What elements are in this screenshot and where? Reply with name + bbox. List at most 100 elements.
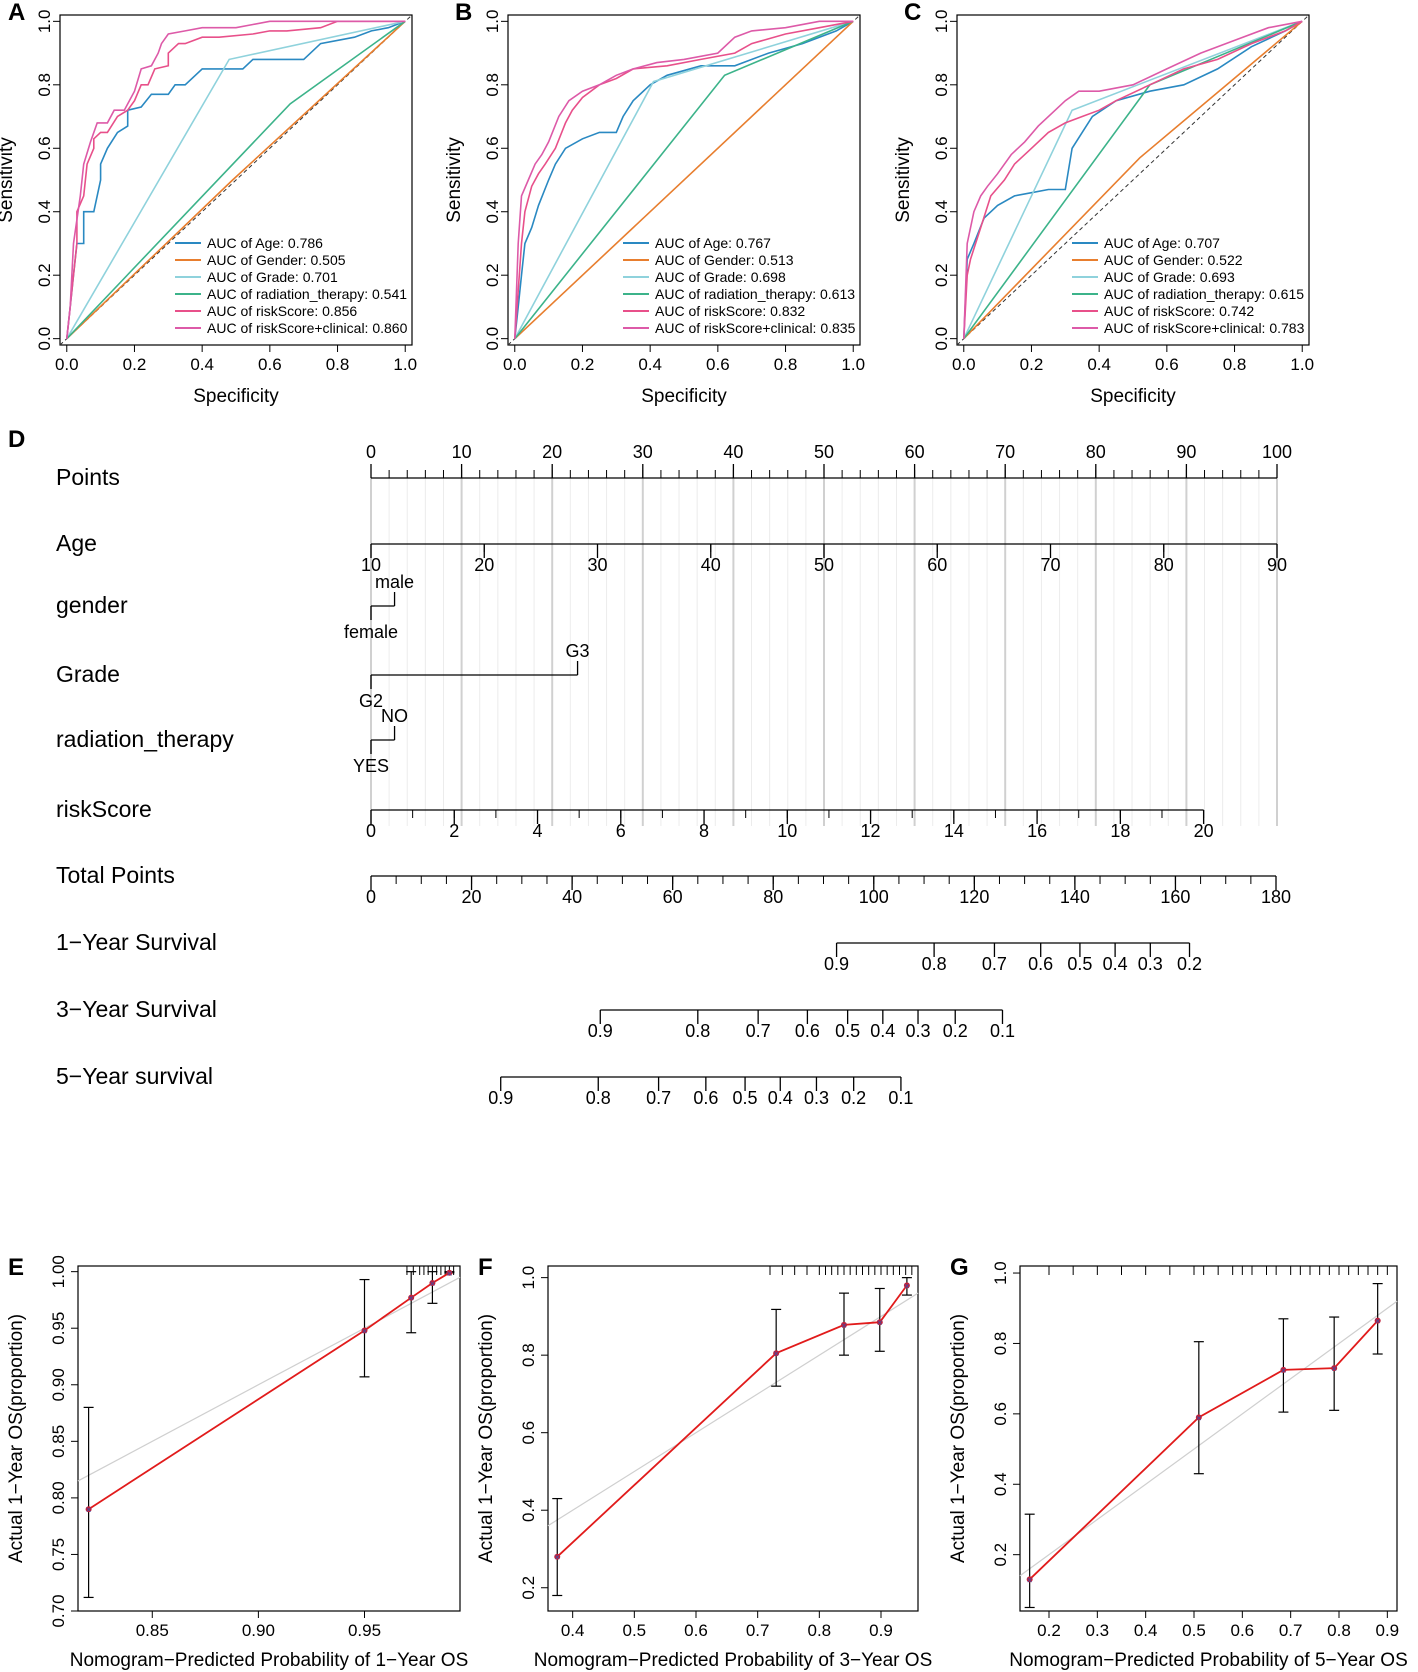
calibration-point-marker: × <box>1331 1364 1337 1375</box>
y-tick-label: 0.8 <box>991 1332 1010 1356</box>
y-tick-label: 0.6 <box>483 136 502 160</box>
panel-label-C: C <box>904 0 921 26</box>
x-tick-label: 0.5 <box>1182 1621 1206 1640</box>
nomogram-category-label: YES <box>353 756 389 776</box>
nomogram-tick-label: 40 <box>562 887 582 907</box>
x-tick-label: 0.4 <box>1087 355 1111 374</box>
y-tick-label: 0.8 <box>519 1343 538 1367</box>
legend-entry: AUC of Grade: 0.693 <box>1104 269 1235 285</box>
y-tick-label: 0.0 <box>932 327 951 351</box>
nomogram-category-label: NO <box>381 706 408 726</box>
nomogram-tick-label: 180 <box>1261 887 1291 907</box>
x-axis-label: Nomogram−Predicted Probability of 3−Year… <box>534 1650 933 1671</box>
reference-line <box>547 1292 919 1527</box>
nomogram-tick-label: 0 <box>366 442 376 462</box>
y-tick-label: 1.0 <box>483 10 502 34</box>
calibration-point <box>85 1506 92 1513</box>
nomogram-row-2: gender male female <box>56 572 414 642</box>
nomogram-tick-label: 0.6 <box>693 1088 718 1108</box>
x-tick-label: 0.7 <box>1279 1621 1303 1640</box>
nomogram-tick-label: 0.2 <box>1177 954 1202 974</box>
nomogram-tick-label: 0.6 <box>795 1021 820 1041</box>
nomogram-tick-label: 12 <box>861 821 881 841</box>
nomogram-tick-label: 0.3 <box>1138 954 1163 974</box>
y-tick-label: 0.2 <box>932 263 951 287</box>
calibration-point <box>876 1319 883 1326</box>
nomogram-row-5: riskScore 0 2 4 6 8 10 12 14 16 18 20 <box>56 796 1214 841</box>
nomogram-tick-label: 40 <box>723 442 743 462</box>
roc-curve-3 <box>66 20 406 340</box>
calibration-point-marker: × <box>362 1326 368 1337</box>
y-tick-label: 0.75 <box>49 1538 68 1571</box>
nomogram-tick-label: 30 <box>633 442 653 462</box>
plot-frame <box>59 14 413 346</box>
x-tick-label: 1.0 <box>841 355 865 374</box>
nomogram-category-label: male <box>375 572 414 592</box>
nomogram-tick-label: 100 <box>1262 442 1292 462</box>
calibration-curve <box>1029 1319 1379 1580</box>
y-tick-label: 0.2 <box>991 1543 1010 1567</box>
y-axis-label: Sensitivity <box>0 137 17 223</box>
calibration-point <box>1026 1576 1033 1583</box>
roc-panel-B: B 0.0 0.2 0.4 0.6 0.8 1.0 0.0 0.2 0.4 0.6 0.8 1.0 Spe… <box>444 0 865 407</box>
roc-panel-C: C 0.0 0.2 0.4 0.6 0.8 1.0 0.0 0.2 0.4 0.6 0.8 1.0 Spe… <box>893 0 1314 407</box>
nomogram-tick-label: 0.3 <box>804 1088 829 1108</box>
roc-curve-0 <box>514 20 854 339</box>
x-tick-label: 0.95 <box>348 1621 381 1640</box>
nomogram-tick-label: 14 <box>944 821 964 841</box>
nomogram-tick-label: 0.6 <box>1028 954 1053 974</box>
calibration-point <box>361 1327 368 1334</box>
x-tick-label: 0.2 <box>123 355 147 374</box>
x-tick-label: 0.8 <box>774 355 798 374</box>
panel-label-A: A <box>8 0 25 26</box>
legend-entry: AUC of Gender: 0.522 <box>1104 252 1243 268</box>
nomogram-row-label: Total Points <box>56 862 175 888</box>
roc-curve-3 <box>514 20 854 340</box>
y-tick-label: 0.85 <box>49 1425 68 1458</box>
nomogram-tick-label: 18 <box>1110 821 1130 841</box>
nomogram-tick-label: 160 <box>1160 887 1190 907</box>
nomogram-tick-label: 60 <box>663 887 683 907</box>
x-tick-label: 0.8 <box>326 355 350 374</box>
legend-entry: AUC of riskScore+clinical: 0.783 <box>1104 320 1305 336</box>
calibration-point <box>1374 1317 1381 1324</box>
nomogram-row-0: Points 0 10 20 30 40 50 60 70 80 90 100 <box>56 442 1292 490</box>
calibration-point-marker: × <box>86 1505 92 1516</box>
legend-entry: AUC of riskScore: 0.832 <box>655 303 805 319</box>
x-tick-label: 0.4 <box>638 355 662 374</box>
calibration-point <box>1331 1365 1338 1372</box>
calibration-curve <box>88 1272 450 1510</box>
roc-curve-2 <box>963 20 1303 340</box>
y-tick-label: 1.0 <box>35 10 54 34</box>
x-tick-label: 0.5 <box>623 1621 647 1640</box>
calibration-point-marker: × <box>841 1321 847 1332</box>
calibration-point <box>841 1321 847 1328</box>
nomogram-tick-label: 100 <box>859 887 889 907</box>
y-tick-label: 0.8 <box>483 73 502 97</box>
roc-curve-2 <box>514 20 854 340</box>
nomogram-tick-label: 10 <box>361 555 381 575</box>
nomogram-tick-label: 4 <box>533 821 543 841</box>
nomogram-tick-label: 10 <box>452 442 472 462</box>
nomogram-row-8: 3−Year Survival 0.9 0.8 0.7 0.6 0.5 0.4 0.3 0.2 0… <box>56 996 1015 1041</box>
y-tick-label: 0.0 <box>35 327 54 351</box>
nomogram-tick-label: 40 <box>701 555 721 575</box>
x-tick-label: 0.2 <box>571 355 595 374</box>
x-tick-label: 0.90 <box>242 1621 275 1640</box>
x-axis-label: Specificity <box>641 386 727 407</box>
nomogram-tick-label: 0.8 <box>922 954 947 974</box>
y-tick-label: 0.6 <box>991 1402 1010 1426</box>
nomogram-tick-label: 0.7 <box>982 954 1007 974</box>
x-tick-label: 0.0 <box>952 355 976 374</box>
nomogram-tick-label: 70 <box>1040 555 1060 575</box>
nomogram-tick-label: 0.5 <box>1067 954 1092 974</box>
nomogram-row-label: gender <box>56 592 128 618</box>
y-axis-label: Sensitivity <box>893 137 914 223</box>
plot-frame <box>956 14 1310 346</box>
nomogram-tick-label: 0.1 <box>990 1021 1015 1041</box>
y-tick-label: 0.90 <box>49 1368 68 1401</box>
nomogram-row-label: radiation_therapy <box>56 726 234 752</box>
x-axis-label: Nomogram−Predicted Probability of 1−Year… <box>70 1650 469 1671</box>
y-tick-label: 0.0 <box>483 327 502 351</box>
